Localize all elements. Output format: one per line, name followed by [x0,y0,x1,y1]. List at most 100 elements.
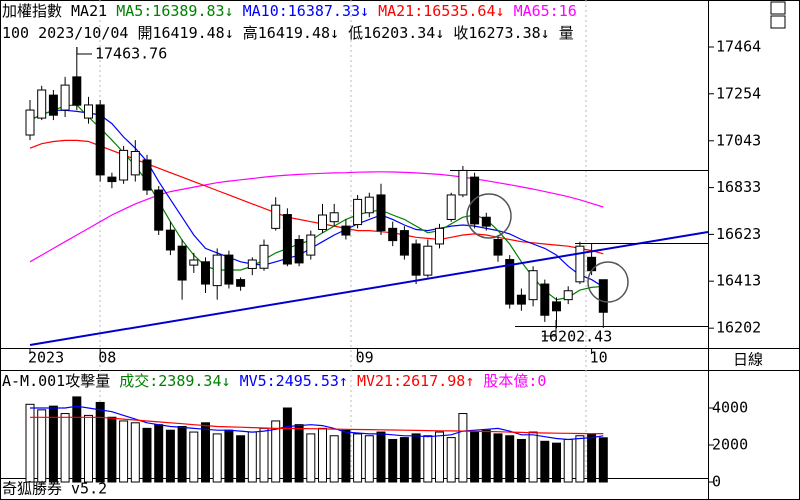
volume-bar [212,433,222,483]
x-tick-label: 10 [590,349,608,367]
volume-bar [493,433,503,483]
volume-panel [25,396,608,483]
volume-bar [587,433,597,483]
y-tick-label: 0 [712,473,721,491]
volume-bar [247,431,257,483]
x-tick-label: 09 [356,349,374,367]
header-segment: 加權指數 MA21 [2,2,116,20]
window-button[interactable] [770,15,786,29]
header-segment: 成交:2389.34↓ [119,372,239,390]
volume-bar [598,437,608,483]
candle-body [353,198,363,226]
volume-bar [458,413,468,483]
volume-bar [201,422,210,483]
candle-body [587,256,597,272]
volume-bar [364,435,374,483]
volume-bar [329,435,339,483]
candle-body [282,214,292,265]
volume-bar [107,416,117,483]
annotation-leader [542,320,557,337]
volume-bar [189,431,199,483]
candle-body [84,104,93,119]
volume-bar [84,414,93,483]
candle-body [470,176,480,225]
volume-bar [423,435,433,483]
candle-body [271,204,281,229]
volume-bar [177,426,187,483]
volume-bar [575,435,585,483]
price-panel [25,47,608,329]
candle-body [107,176,117,183]
x-tick-label: 2023 [28,349,64,367]
candle-body [341,225,351,236]
header-segment: MV21:2617.98↑ [357,372,483,390]
volume-bar [353,433,363,483]
candle-body [177,245,187,281]
volume-bar [552,442,561,483]
candle-body [423,245,433,276]
volume-bar [60,413,70,483]
candle-body [399,230,409,256]
candle-body [528,270,538,301]
candle-body [505,259,515,305]
volume-bar [119,420,129,483]
drawings: 17463.76 16202.43 [29,45,709,346]
candle-body [165,229,175,251]
candle-body [598,279,608,313]
x-tick-label: 08 [98,349,116,367]
volume-bar [563,438,573,483]
header-line: 100 2023/10/04 開16419.48↓ 高16419.48↓ 低16… [2,24,574,42]
volume-bar [37,409,47,483]
volume-bar [25,403,35,483]
candle-body [48,94,58,116]
candle-body [552,301,561,312]
volume-bar [435,431,444,483]
indicator-line [30,405,604,441]
candle-body [259,244,269,269]
window-button[interactable] [770,1,786,15]
annotation-leader [76,47,92,55]
y-tick-label: 16623 [716,225,761,243]
volume-bar [72,396,82,483]
header-segment: MA65:16 [514,2,577,20]
y-tick-label: 16413 [716,272,761,290]
candle-body [130,150,140,176]
volume-bar [376,431,386,483]
candle-body [201,261,210,285]
candle-body [236,279,246,287]
volume-bar [130,422,140,483]
candle-body [60,84,70,111]
candle-body [364,196,374,214]
header-segment: MA5:16389.83↓ [116,2,242,20]
highlight-circle [466,193,512,239]
candle-body [458,169,468,196]
indicator-line [30,416,604,435]
candle-body [306,234,316,256]
candle-body [224,254,234,285]
indicator-line [29,109,604,288]
candle-body [25,109,35,136]
volume-bar [481,429,491,483]
candle-body [72,76,82,106]
low-annotation: 16202.43 [540,328,612,346]
y-tick-label: 4000 [712,399,748,417]
volume-bar [399,437,409,483]
header-segment: MA21:16535.64↓ [378,2,513,20]
high-annotation: 17463.76 [95,45,167,63]
header-segment: MV5:2495.53↑ [240,372,357,390]
volume-bar [48,405,58,483]
candle-body [212,254,222,287]
candle-body [446,194,456,220]
volume-bar [318,427,327,483]
highlight-circle [587,261,629,303]
period-label: 日線 [733,351,763,369]
candle-body [247,259,257,269]
y-tick-label: 17043 [716,131,761,149]
header-segment: MA10:16387.33↓ [243,2,378,20]
volume-bar [540,440,550,483]
candle-body [575,245,585,283]
indicator-line [29,171,604,263]
y-tick-label: 17254 [716,84,761,102]
candle-body [329,212,339,223]
candle-body [154,189,164,231]
